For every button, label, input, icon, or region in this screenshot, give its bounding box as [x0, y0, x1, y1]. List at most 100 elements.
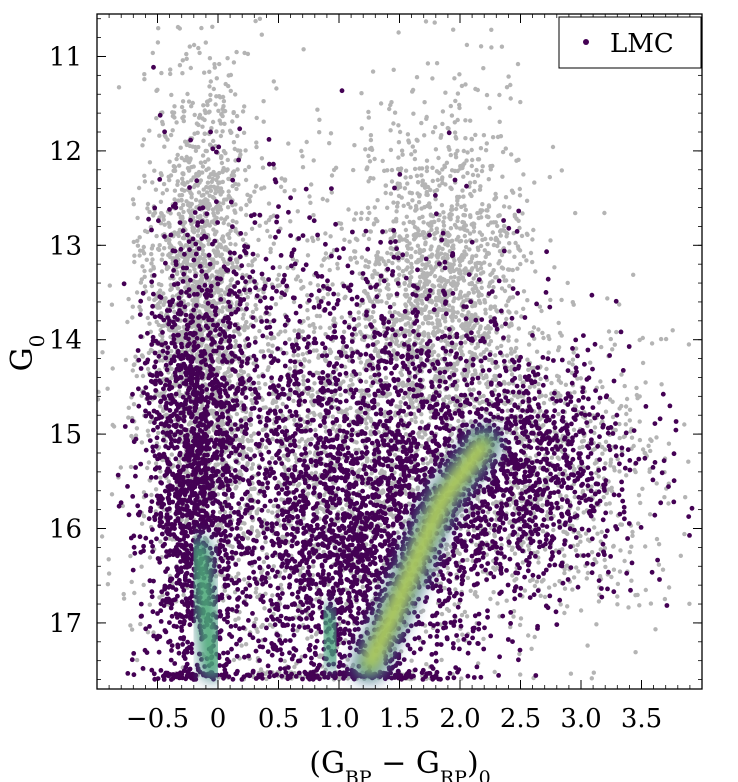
data-point — [225, 285, 231, 290]
data-point — [510, 278, 516, 283]
data-point — [358, 216, 364, 221]
data-point — [488, 164, 493, 169]
data-point — [493, 275, 498, 280]
data-point — [366, 153, 371, 159]
data-point — [168, 353, 173, 359]
data-point — [157, 595, 162, 600]
data-point — [506, 74, 511, 79]
data-point — [131, 402, 137, 407]
data-point — [409, 275, 414, 280]
data-point — [449, 168, 455, 173]
data-point — [530, 259, 535, 265]
data-point — [521, 172, 526, 177]
data-point — [128, 553, 133, 559]
data-point — [133, 433, 139, 438]
data-point — [424, 158, 430, 163]
data-point — [455, 117, 460, 123]
data-point — [194, 352, 199, 357]
data-point — [472, 179, 477, 185]
data-point — [218, 133, 224, 139]
data-point — [457, 346, 463, 352]
data-point — [196, 45, 201, 51]
data-point — [395, 265, 401, 270]
data-point — [166, 479, 171, 484]
data-point — [480, 202, 485, 207]
data-point — [498, 233, 503, 238]
data-point — [481, 393, 486, 399]
data-point — [100, 350, 105, 355]
data-point — [541, 335, 546, 341]
data-point — [281, 453, 287, 458]
data-point — [471, 387, 476, 392]
data-point — [547, 174, 552, 180]
data-point — [157, 358, 162, 363]
data-point — [145, 201, 151, 207]
data-point — [396, 30, 401, 35]
data-point — [391, 67, 396, 73]
data-point — [457, 263, 463, 268]
data-point — [214, 129, 219, 134]
data-point — [456, 418, 461, 424]
data-point — [181, 259, 187, 265]
data-point — [344, 407, 349, 412]
data-point — [234, 411, 240, 417]
data-point — [484, 92, 490, 98]
data-point — [398, 166, 404, 171]
data-point — [500, 174, 505, 179]
data-point — [507, 249, 512, 254]
data-point — [448, 173, 453, 179]
data-point — [457, 270, 462, 276]
data-point — [506, 381, 512, 386]
data-point — [176, 211, 182, 217]
data-point — [448, 275, 454, 280]
data-point — [518, 99, 523, 105]
data-point — [159, 173, 164, 178]
data-point — [472, 188, 477, 194]
data-point — [350, 382, 355, 387]
data-point — [243, 148, 248, 153]
data-point — [456, 318, 462, 323]
data-point — [550, 144, 556, 150]
data-point — [307, 450, 313, 455]
data-point — [128, 623, 133, 628]
data-point — [521, 306, 526, 311]
data-point — [370, 275, 375, 280]
data-point — [499, 44, 505, 49]
data-point — [270, 436, 275, 442]
data-point — [508, 82, 513, 88]
data-point — [225, 247, 230, 253]
data-point — [529, 646, 534, 651]
data-point — [238, 526, 243, 531]
data-point — [386, 258, 391, 264]
data-point — [395, 204, 400, 209]
data-point — [455, 168, 460, 174]
data-point — [150, 257, 155, 262]
data-point — [325, 198, 330, 203]
data-point — [434, 313, 440, 318]
data-point — [493, 353, 498, 358]
data-point — [139, 440, 145, 445]
data-point — [246, 164, 252, 170]
data-point — [155, 40, 161, 45]
data-point — [181, 324, 187, 330]
data-point — [371, 309, 376, 315]
data-point — [429, 254, 434, 259]
data-point — [177, 163, 182, 168]
data-point — [240, 237, 246, 242]
data-point — [335, 261, 340, 267]
data-point — [425, 61, 431, 66]
data-point — [233, 202, 238, 207]
data-point — [397, 272, 402, 277]
data-point — [327, 267, 332, 273]
data-point — [259, 624, 264, 629]
data-point — [154, 233, 159, 239]
data-point — [249, 398, 254, 403]
data-point — [191, 184, 197, 190]
data-point — [211, 86, 216, 92]
data-point — [457, 194, 462, 200]
data-point — [460, 188, 465, 193]
data-point — [263, 539, 268, 545]
data-point — [451, 268, 457, 274]
data-point — [189, 165, 194, 170]
data-point — [244, 302, 250, 307]
